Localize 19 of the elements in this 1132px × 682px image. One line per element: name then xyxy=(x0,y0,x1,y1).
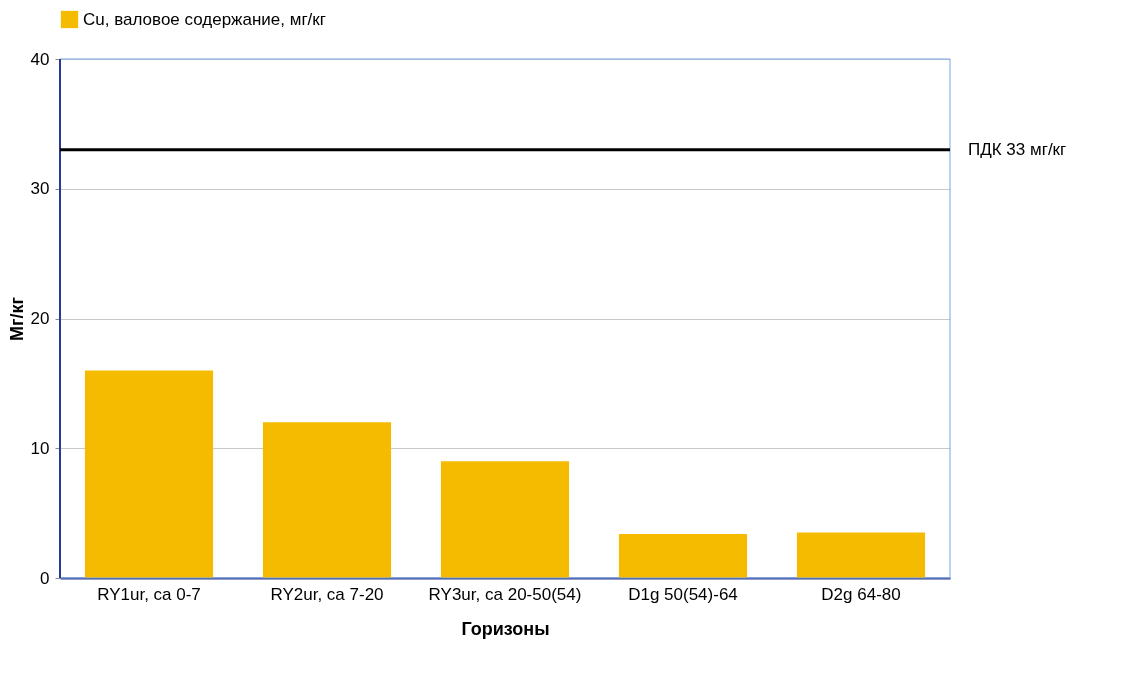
x-tick-label: D1g 50(54)-64 xyxy=(628,584,738,604)
y-tick-label: 20 xyxy=(30,309,50,328)
bar xyxy=(440,461,570,578)
y-tick-label: 40 xyxy=(30,49,50,69)
bar xyxy=(262,422,392,578)
x-tick-label: D2g 64-80 xyxy=(821,584,901,604)
y-tick-label: 0 xyxy=(40,568,50,588)
x-tick-label: RY2ur, ca 7-20 xyxy=(270,584,384,604)
y-tick-label: 30 xyxy=(30,179,50,199)
x-tick-label: RY3ur, ca 20-50(54) xyxy=(428,584,582,604)
x-axis-title: Горизоны xyxy=(461,618,550,639)
bar xyxy=(796,532,926,578)
ref-line-label: ПДК 33 мг/кг xyxy=(968,139,1067,159)
bar xyxy=(618,533,748,578)
y-tick-label: 10 xyxy=(30,438,50,458)
x-tick-label: RY1ur, ca 0-7 xyxy=(97,584,201,604)
bar xyxy=(84,370,214,578)
y-axis-title: Мг/кг xyxy=(6,296,27,341)
legend-label: Cu, валовое содержание, мг/кг xyxy=(83,9,326,29)
